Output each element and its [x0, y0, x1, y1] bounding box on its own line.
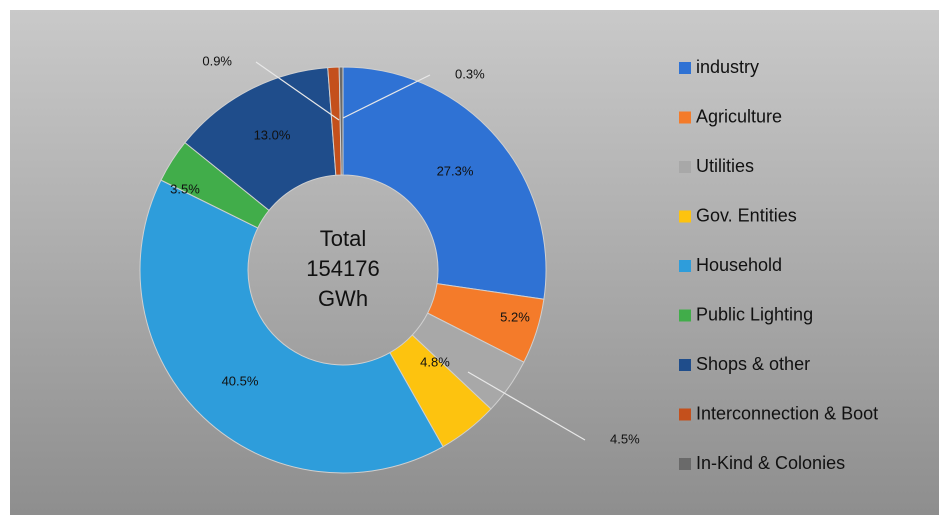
donut-slice: [139, 179, 444, 474]
legend-swatch: [679, 408, 691, 421]
data-label: 0.9%: [202, 53, 232, 68]
center-label: Total 154176 GWh: [306, 226, 379, 311]
legend-swatch: [679, 260, 691, 272]
legend-label: Public Lighting: [696, 304, 813, 324]
legend-swatch: [679, 210, 691, 223]
legend-swatch: [679, 458, 691, 470]
data-label: 4.8%: [420, 354, 450, 369]
leader-line: [467, 371, 586, 441]
legend-label: Gov. Entities: [696, 205, 797, 225]
legend-swatch: [679, 111, 691, 124]
data-label: 3.5%: [170, 181, 200, 196]
legend-label: Agriculture: [696, 106, 782, 126]
center-text: 154176: [306, 256, 379, 281]
leader-line: [342, 74, 431, 119]
leader-line: [255, 61, 340, 121]
data-label: 13.0%: [254, 127, 291, 142]
donut-slice: [338, 66, 344, 176]
legend-label: Household: [696, 255, 782, 275]
data-label: 40.5%: [222, 373, 259, 388]
legend-label: In-Kind & Colonies: [696, 453, 845, 473]
legend-label: Utilities: [696, 156, 754, 176]
data-label: 27.3%: [437, 163, 474, 178]
legend-swatch: [679, 359, 691, 371]
legend-swatch: [679, 161, 691, 173]
data-label: 5.2%: [500, 309, 530, 324]
legend-label: Shops & other: [696, 354, 810, 374]
legend-swatch: [679, 309, 691, 322]
center-text: GWh: [318, 286, 368, 311]
legend-label: industry: [696, 57, 759, 77]
legend-label: Interconnection & Boot: [696, 403, 878, 423]
data-label: 0.3%: [455, 66, 485, 81]
legend-swatch: [679, 62, 691, 74]
center-text: Total: [320, 226, 366, 251]
data-label: 4.5%: [610, 431, 640, 446]
donut-slice: [342, 66, 547, 300]
